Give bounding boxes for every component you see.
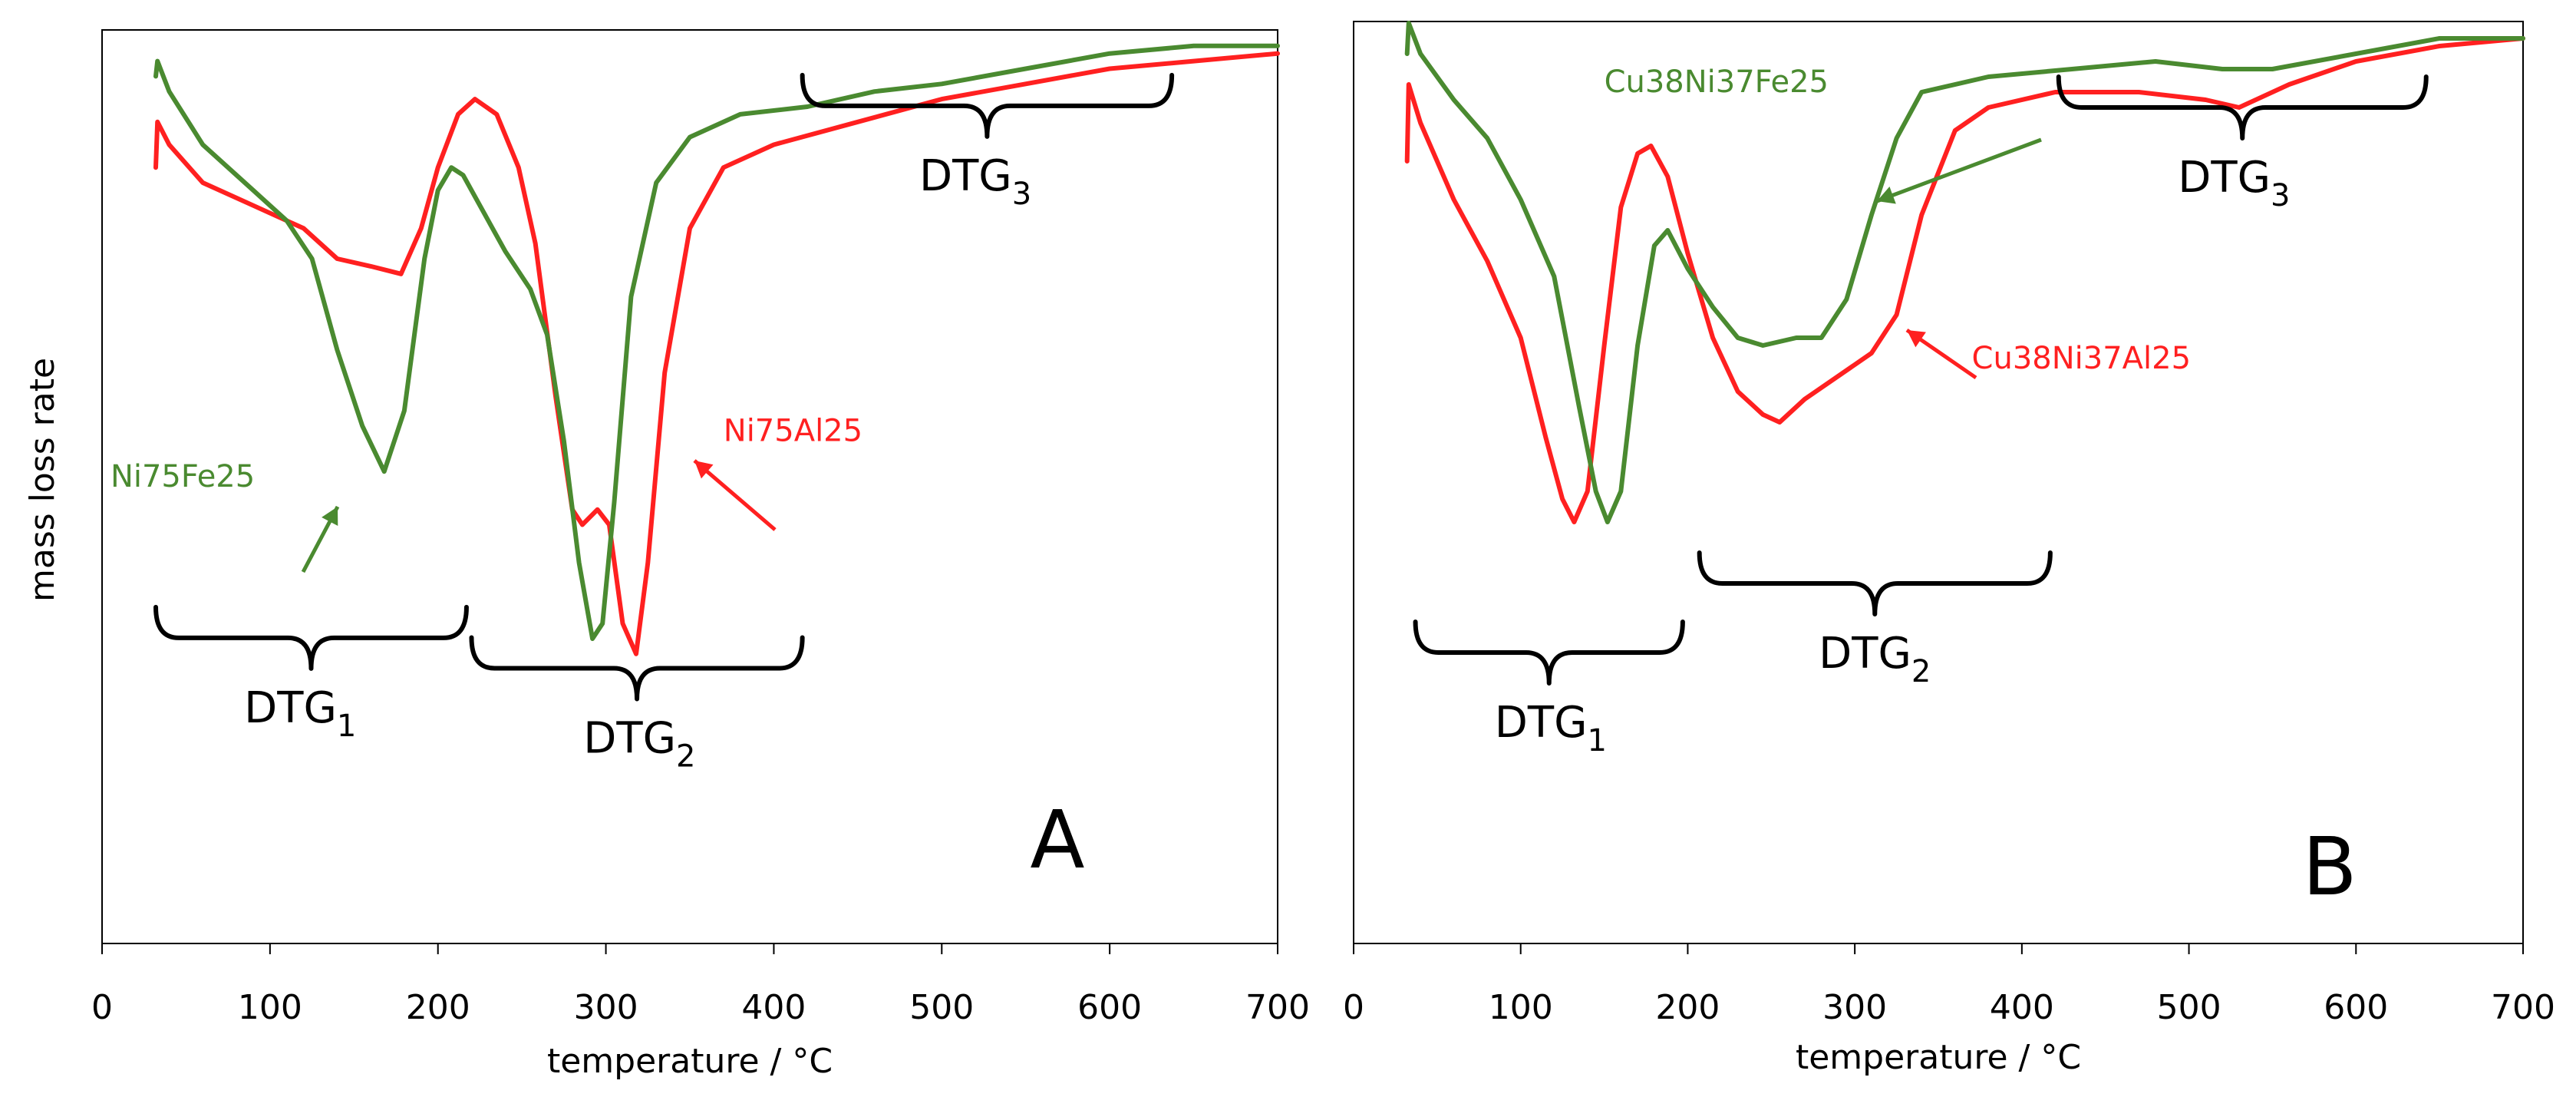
y-axis-label: mass loss rate bbox=[23, 358, 62, 602]
cu38ni37al25-arrow-head bbox=[1907, 330, 1926, 348]
x-tick-label: 300 bbox=[1822, 988, 1887, 1027]
x-tick-label: 100 bbox=[1489, 988, 1553, 1027]
x-tick-label: 700 bbox=[2491, 988, 2555, 1027]
ni75fe25-arrow-head bbox=[322, 507, 338, 527]
panel-b-x-ticks: 0 100 200 300 400 500 600 700 bbox=[1343, 943, 2555, 1027]
series-label-ni75fe25: Ni75Fe25 bbox=[110, 459, 255, 494]
x-tick-label: 100 bbox=[238, 988, 302, 1027]
region-bracket-dtg1 bbox=[153, 604, 469, 671]
panel-a-frame bbox=[101, 29, 1278, 944]
series-label-ni75al25: Ni75Al25 bbox=[724, 414, 863, 449]
panel-a-series-labels: Ni75Fe25 Ni75Al25 bbox=[110, 414, 863, 573]
region-bracket-dtg2 bbox=[1697, 550, 2053, 616]
region-bracket-dtg1 bbox=[1413, 620, 1685, 686]
x-tick-label: 400 bbox=[1990, 988, 2054, 1027]
panel-b-series bbox=[1404, 21, 2525, 524]
x-tick-label: 500 bbox=[909, 988, 974, 1027]
series-label-cu38ni37fe25: Cu38Ni37Fe25 bbox=[1605, 64, 1829, 100]
series-label-cu38ni37al25: Cu38Ni37Al25 bbox=[1972, 341, 2192, 376]
x-tick-label: 300 bbox=[574, 988, 638, 1027]
x-tick-label: 500 bbox=[2157, 988, 2221, 1027]
x-tick-label: 200 bbox=[406, 988, 470, 1027]
x-tick-label: 0 bbox=[1343, 988, 1364, 1027]
panel-a-x-ticks: 0 100 200 300 400 500 600 700 bbox=[91, 943, 1310, 1027]
ni75al25-arrow-head bbox=[694, 461, 714, 479]
cu38ni37fe25-arrow-head bbox=[1877, 187, 1896, 204]
ni75al25-arrow bbox=[693, 459, 777, 531]
panel-a-x-axis-label: temperature / °C bbox=[547, 1042, 833, 1081]
panel-b-frame bbox=[1353, 21, 2524, 944]
x-tick-label: 700 bbox=[1245, 988, 1310, 1027]
panel-b-letter: B bbox=[2302, 820, 2357, 914]
series-line-cu38ni37fe25 bbox=[1404, 21, 2525, 524]
region-bracket-dtg2 bbox=[469, 635, 805, 702]
panel-a-series bbox=[153, 43, 1280, 656]
x-tick-label: 400 bbox=[741, 988, 806, 1027]
panel-b-x-axis-label: temperature / °C bbox=[1796, 1038, 2081, 1077]
x-tick-label: 200 bbox=[1655, 988, 1720, 1027]
cu38ni37fe25-arrow bbox=[1876, 137, 2042, 203]
series-line-cu38ni37al25 bbox=[1404, 36, 2525, 524]
region-bracket-dtg3 bbox=[2056, 74, 2429, 140]
x-tick-label: 600 bbox=[2324, 988, 2388, 1027]
series-line-ni75fe25 bbox=[153, 43, 1280, 641]
x-tick-label: 600 bbox=[1077, 988, 1142, 1027]
panel-b-series-labels: Cu38Ni37Fe25 Cu38Ni37Al25 bbox=[1605, 64, 2192, 380]
panel-a-letter: A bbox=[1030, 793, 1084, 887]
x-tick-label: 0 bbox=[91, 988, 113, 1027]
region-bracket-dtg3 bbox=[800, 72, 1175, 139]
